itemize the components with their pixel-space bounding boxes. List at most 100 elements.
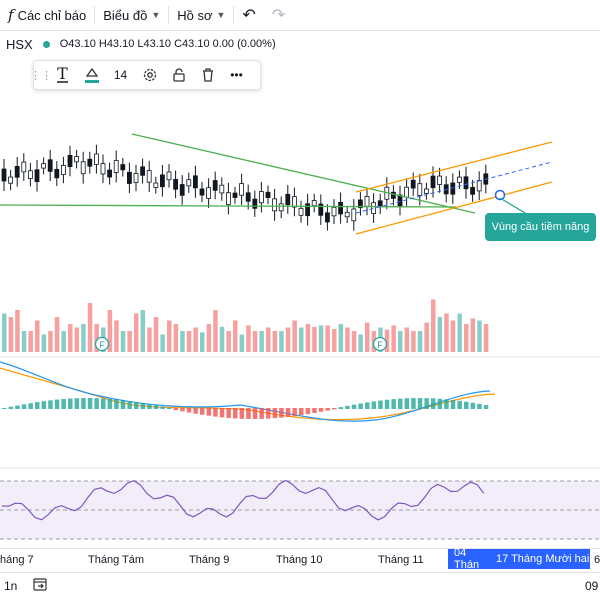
macd-histogram-bar	[127, 401, 132, 409]
text-tool-icon[interactable]: T	[48, 61, 77, 89]
volume-bar	[233, 320, 238, 352]
macd-histogram-bar	[272, 408, 278, 419]
price-chart[interactable]: F F	[0, 0, 600, 548]
candle-body	[159, 174, 165, 188]
candle-body	[338, 201, 344, 215]
candle-body	[410, 179, 416, 189]
candlesticks	[1, 144, 489, 231]
volume-bar	[226, 331, 231, 352]
candle-body	[351, 208, 357, 222]
volume-bar	[48, 331, 53, 352]
macd-histogram-bar	[41, 401, 47, 409]
profile-button[interactable]: Hồ sơ ▼	[169, 0, 233, 30]
candle-body	[173, 179, 179, 190]
macd-histogram-bar	[35, 402, 40, 409]
macd-histogram-bar	[180, 408, 185, 412]
candle-body	[437, 175, 443, 185]
macd-histogram-bar	[219, 408, 225, 418]
more-options-icon[interactable]: •••	[230, 68, 243, 82]
volume-bar	[180, 331, 185, 352]
macd-histogram-bar	[391, 399, 396, 409]
lock-icon[interactable]	[164, 61, 193, 89]
settings-gear-icon[interactable]	[135, 61, 164, 89]
candle-body	[212, 180, 218, 191]
macd-histogram-bar	[318, 408, 324, 412]
time-axis-label: Tháng 10	[276, 554, 323, 566]
volume-bar	[437, 317, 443, 352]
volume-bar	[94, 324, 99, 352]
candle-body	[34, 169, 40, 182]
macd-histogram-bar	[167, 407, 172, 409]
volume-bar	[470, 318, 476, 352]
volume-bar	[74, 327, 80, 352]
volume-bar	[312, 326, 317, 352]
macd-histogram-bar	[384, 399, 390, 409]
macd-line	[0, 361, 491, 422]
volume-bar	[87, 303, 93, 352]
volume-bar	[147, 327, 152, 352]
trash-icon[interactable]	[193, 61, 222, 89]
candle-body	[133, 173, 139, 184]
macd-histogram-bar	[325, 408, 330, 411]
macd-histogram-bar	[424, 398, 429, 409]
candle-body	[74, 156, 79, 163]
chart-type-button[interactable]: Biểu đồ ▼	[95, 0, 168, 30]
macd-histogram-bar	[437, 398, 443, 409]
macd-histogram-bar	[299, 408, 304, 416]
time-axis-label: Tháng Tám	[88, 554, 145, 566]
candle-body	[179, 184, 185, 196]
redo-icon[interactable]: ↷	[271, 7, 286, 24]
macd-histogram-bar	[371, 401, 377, 409]
volume-bar	[246, 325, 251, 352]
symbol-name[interactable]: HSX	[6, 36, 33, 52]
anchor-handle-icon	[494, 189, 506, 201]
macd-histogram-bar	[134, 402, 139, 409]
candle-body	[127, 171, 132, 184]
macd-histogram-bar	[147, 404, 152, 409]
undo-icon[interactable]: ↶	[242, 7, 256, 24]
fill-color-icon[interactable]	[77, 61, 106, 89]
macd-histogram-bar	[153, 405, 159, 409]
candle-body	[206, 187, 212, 199]
channel-midline	[355, 161, 553, 214]
time-axis-label: Tháng 11	[378, 554, 424, 566]
time-axis[interactable]: háng 7 Tháng Tám Tháng 9 Tháng 10 Tháng …	[0, 547, 600, 571]
volume-bar	[252, 331, 258, 352]
macd-histogram-bar	[61, 398, 66, 409]
volume-bar	[259, 331, 264, 352]
volume-bar	[200, 332, 205, 352]
candle-body	[21, 161, 27, 173]
volume-bars	[2, 299, 489, 352]
calendar-goto-icon[interactable]	[32, 576, 48, 595]
volume-bar	[173, 324, 179, 352]
volume-bar	[120, 331, 126, 352]
indicators-button[interactable]: f Các chỉ báo	[0, 0, 94, 30]
macd-histogram-bar	[444, 399, 449, 409]
macd-histogram-bar	[206, 408, 212, 416]
volume-bar	[127, 331, 132, 352]
market-status-icon	[42, 40, 50, 48]
candle-body	[311, 200, 317, 207]
volume-bar	[153, 317, 159, 352]
volume-bar	[318, 325, 324, 352]
candle-body	[186, 179, 192, 187]
macd-histogram-bar	[266, 408, 271, 419]
macd-histogram-bar	[292, 408, 297, 417]
candle-body	[113, 160, 119, 173]
candle-body	[61, 164, 66, 175]
candle-body	[219, 184, 225, 194]
macd-histogram-bar	[160, 406, 165, 409]
macd-histogram-bar	[81, 398, 86, 409]
indicators-label: Các chỉ báo	[17, 7, 87, 23]
candle-body	[1, 168, 7, 182]
time-axis-label: háng 7	[0, 554, 34, 566]
volume-bar	[35, 320, 40, 352]
candle-body	[47, 159, 53, 172]
drag-handle-icon[interactable]: ⋮⋮	[30, 69, 52, 82]
candle-body	[239, 183, 245, 196]
interval-button[interactable]: 1n	[4, 579, 18, 593]
font-size-value[interactable]: 14	[113, 68, 128, 82]
volume-bar	[292, 320, 297, 352]
toolbar-divider	[94, 6, 96, 24]
annotation-callout[interactable]: Vùng cầu tiềm năng	[485, 213, 596, 241]
